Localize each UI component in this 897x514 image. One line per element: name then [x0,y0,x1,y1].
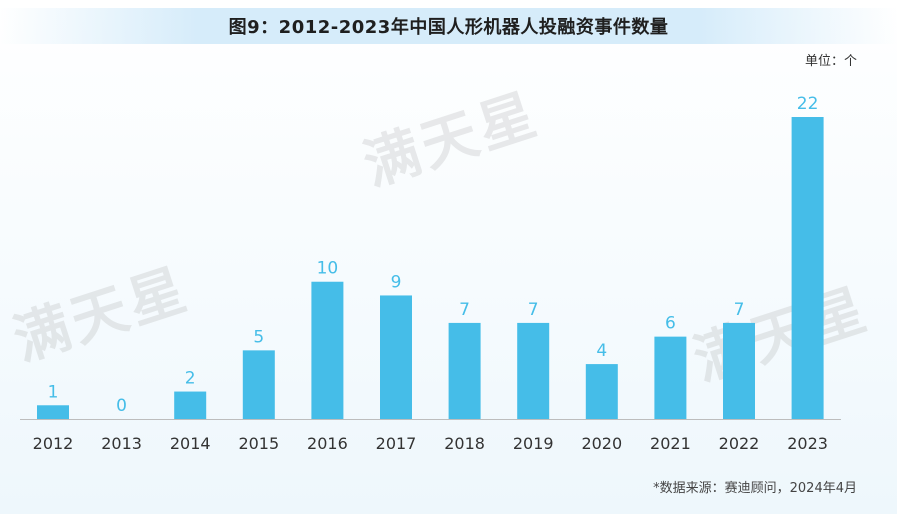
data-label-2019: 7 [528,300,539,320]
data-label-2013: 0 [116,396,127,416]
data-label-2017: 9 [391,272,402,292]
data-label-2012: 1 [48,382,59,402]
bar-2012 [37,405,69,419]
unit-label: 单位：个 [804,54,857,69]
bar-2022 [723,322,755,419]
data-label-2015: 5 [253,327,264,347]
x-tick-label-2015: 2015 [238,434,279,453]
bar-2018 [448,322,481,419]
bar-2015 [242,350,275,419]
data-label-2014: 2 [185,369,196,389]
bar-2017 [380,295,412,419]
data-label-2016: 10 [317,259,339,279]
x-tick-label-2012: 2012 [33,434,74,453]
x-tick-label-2022: 2022 [719,434,760,453]
source-note: *数据来源：赛迪顾问，2024年4月 [653,481,857,496]
data-label-2020: 4 [596,341,607,361]
x-tick-label-2023: 2023 [787,434,828,453]
title-bar: 图9：2012-2023年中国人形机器人投融资事件数量 [0,8,897,44]
x-tick-label-2018: 2018 [444,434,485,453]
data-label-2022: 7 [734,300,745,320]
data-label-2021: 6 [665,314,676,334]
data-label-2018: 7 [459,300,470,320]
bar-2019 [517,322,550,419]
x-tick-label-2017: 2017 [376,434,417,453]
x-tick-label-2020: 2020 [581,434,622,453]
x-tick-label-2019: 2019 [513,434,554,453]
x-tick-label-2014: 2014 [170,434,211,453]
x-tick-label-2021: 2021 [650,434,691,453]
x-tick-label-2013: 2013 [101,434,142,453]
x-tick-label-2016: 2016 [307,434,348,453]
data-label-2023: 22 [797,94,819,114]
bar-2014 [174,391,207,419]
chart-title: 图9：2012-2023年中国人形机器人投融资事件数量 [228,17,669,38]
bar-2020 [585,364,618,419]
bars-group: 1 2012 0 2013 2 2014 5 2015 10 2016 9 2017 7 2018 7 201… [33,94,828,453]
bar-2016 [311,281,344,419]
bar-2021 [654,336,687,419]
bar-2023 [791,117,824,419]
